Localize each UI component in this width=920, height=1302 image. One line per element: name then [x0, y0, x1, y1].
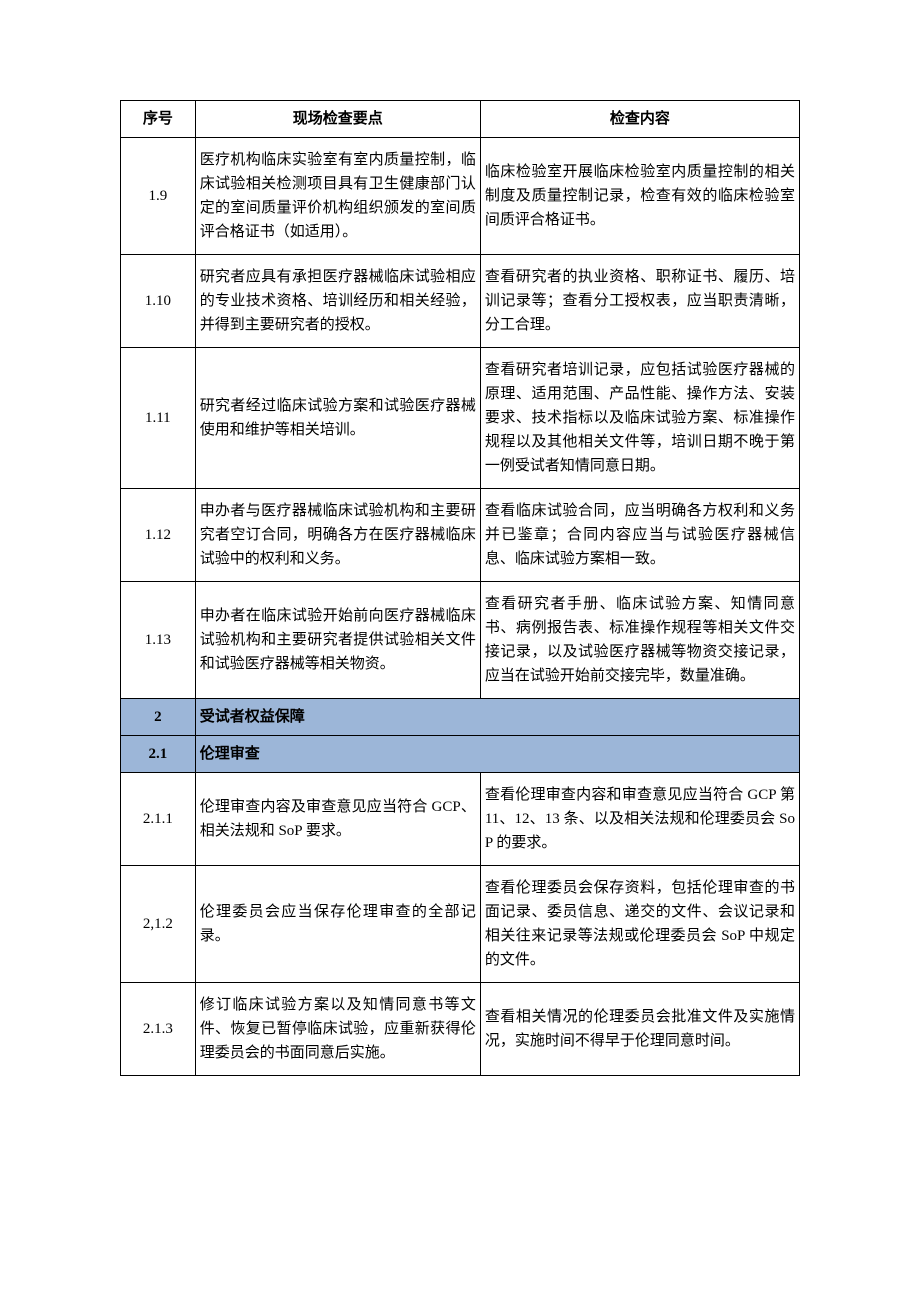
- row-seq: 1.10: [121, 255, 196, 348]
- row-content: 查看临床试验合同，应当明确各方权利和义务并已鉴章；合同内容应当与试验医疗器械信息…: [480, 489, 799, 582]
- header-point: 现场检查要点: [195, 101, 480, 138]
- row-seq: 2: [121, 699, 196, 736]
- row-content: 查看研究者的执业资格、职称证书、履历、培训记录等；查看分工授权表，应当职责清晰，…: [480, 255, 799, 348]
- table-row: 1.13申办者在临床试验开始前向医疗器械临床试验机构和主要研究者提供试验相关文件…: [121, 582, 800, 699]
- row-point: 申办者在临床试验开始前向医疗器械临床试验机构和主要研究者提供试验相关文件和试验医…: [195, 582, 480, 699]
- row-content: 查看伦理委员会保存资料，包括伦理审查的书面记录、委员信息、递交的文件、会议记录和…: [480, 866, 799, 983]
- row-seq: 2,1.2: [121, 866, 196, 983]
- section-heading: 受试者权益保障: [195, 699, 799, 736]
- row-point: 申办者与医疗器械临床试验机构和主要研究者空订合同，明确各方在医疗器械临床试验中的…: [195, 489, 480, 582]
- row-content: 临床检验室开展临床检验室内质量控制的相关制度及质量控制记录，检查有效的临床检验室…: [480, 138, 799, 255]
- table-row: 1.9医疗机构临床实验室有室内质量控制，临床试验相关检测项目具有卫生健康部门认定…: [121, 138, 800, 255]
- row-seq: 2.1.3: [121, 983, 196, 1076]
- row-seq: 1.9: [121, 138, 196, 255]
- table-row: 1.11研究者经过临床试验方案和试验医疗器械使用和维护等相关培训。查看研究者培训…: [121, 348, 800, 489]
- row-seq: 2.1.1: [121, 773, 196, 866]
- row-point: 修订临床试验方案以及知情同意书等文件、恢复已暂停临床试验，应重新获得伦理委员会的…: [195, 983, 480, 1076]
- row-seq: 2.1: [121, 736, 196, 773]
- header-seq: 序号: [121, 101, 196, 138]
- row-content: 查看研究者培训记录，应包括试验医疗器械的原理、适用范围、产品性能、操作方法、安装…: [480, 348, 799, 489]
- row-content: 查看研究者手册、临床试验方案、知情同意书、病例报告表、标准操作规程等相关文件交接…: [480, 582, 799, 699]
- row-seq: 1.13: [121, 582, 196, 699]
- inspection-table: 序号 现场检查要点 检查内容 1.9医疗机构临床实验室有室内质量控制，临床试验相…: [120, 100, 800, 1076]
- table-row: 2受试者权益保障: [121, 699, 800, 736]
- table-row: 1.12申办者与医疗器械临床试验机构和主要研究者空订合同，明确各方在医疗器械临床…: [121, 489, 800, 582]
- table-row: 2.1.3修订临床试验方案以及知情同意书等文件、恢复已暂停临床试验，应重新获得伦…: [121, 983, 800, 1076]
- row-content: 查看相关情况的伦理委员会批准文件及实施情况，实施时间不得早于伦理同意时间。: [480, 983, 799, 1076]
- row-point: 研究者应具有承担医疗器械临床试验相应的专业技术资格、培训经历和相关经验，并得到主…: [195, 255, 480, 348]
- row-seq: 1.11: [121, 348, 196, 489]
- row-point: 研究者经过临床试验方案和试验医疗器械使用和维护等相关培训。: [195, 348, 480, 489]
- table-row: 2.1伦理审查: [121, 736, 800, 773]
- table-row: 2,1.2伦理委员会应当保存伦理审查的全部记录。查看伦理委员会保存资料，包括伦理…: [121, 866, 800, 983]
- row-content: 查看伦理审查内容和审查意见应当符合 GCP 第 11、12、13 条、以及相关法…: [480, 773, 799, 866]
- row-point: 伦理委员会应当保存伦理审查的全部记录。: [195, 866, 480, 983]
- row-point: 医疗机构临床实验室有室内质量控制，临床试验相关检测项目具有卫生健康部门认定的室间…: [195, 138, 480, 255]
- row-point: 伦理审查内容及审查意见应当符合 GCP、相关法规和 SoP 要求。: [195, 773, 480, 866]
- section-heading: 伦理审查: [195, 736, 799, 773]
- row-seq: 1.12: [121, 489, 196, 582]
- table-header-row: 序号 现场检查要点 检查内容: [121, 101, 800, 138]
- table-row: 2.1.1伦理审查内容及审查意见应当符合 GCP、相关法规和 SoP 要求。查看…: [121, 773, 800, 866]
- header-content: 检查内容: [480, 101, 799, 138]
- table-row: 1.10研究者应具有承担医疗器械临床试验相应的专业技术资格、培训经历和相关经验，…: [121, 255, 800, 348]
